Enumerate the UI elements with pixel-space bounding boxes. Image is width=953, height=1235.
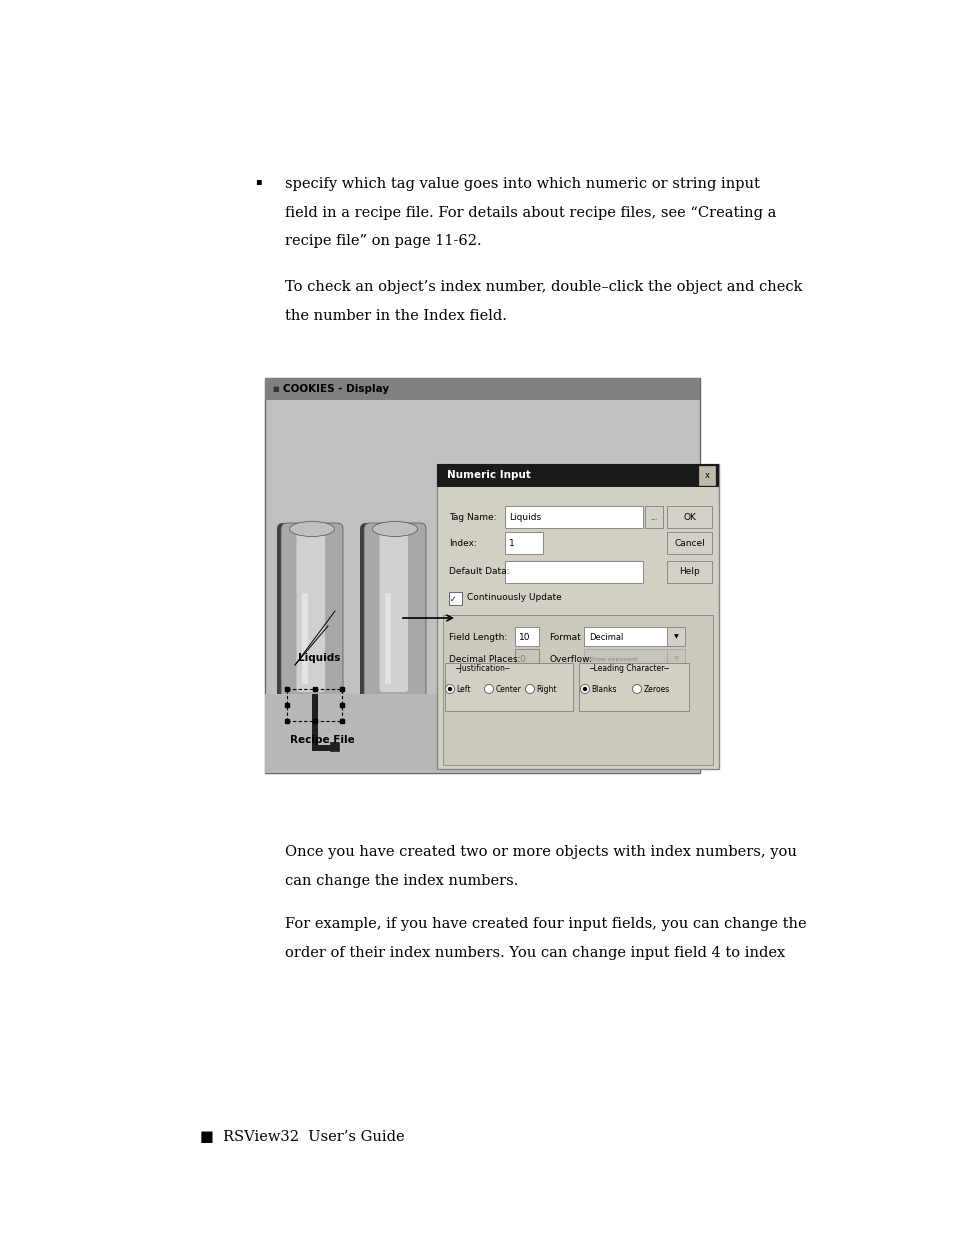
- Text: ─Leading Character─: ─Leading Character─: [588, 663, 668, 673]
- Text: OK: OK: [682, 513, 695, 521]
- Text: Overflow:: Overflow:: [548, 655, 591, 663]
- FancyBboxPatch shape: [359, 522, 426, 704]
- Text: Cancel: Cancel: [674, 538, 704, 547]
- Bar: [537, 593, 543, 684]
- Text: ─Justification─: ─Justification─: [455, 663, 509, 673]
- Bar: [583, 627, 668, 646]
- Text: Index:: Index:: [449, 538, 476, 547]
- Text: Default Data:: Default Data:: [449, 568, 509, 577]
- FancyBboxPatch shape: [578, 663, 688, 711]
- FancyBboxPatch shape: [456, 531, 484, 692]
- FancyBboxPatch shape: [513, 522, 578, 704]
- Ellipse shape: [582, 687, 587, 692]
- FancyBboxPatch shape: [440, 522, 502, 700]
- FancyBboxPatch shape: [276, 522, 343, 704]
- Text: Blanks: Blanks: [591, 684, 617, 694]
- Bar: [265, 378, 700, 773]
- Bar: [666, 532, 711, 555]
- Ellipse shape: [449, 521, 494, 536]
- FancyBboxPatch shape: [517, 522, 578, 700]
- Text: Tag Name:: Tag Name:: [449, 513, 496, 521]
- Text: recipe file” on page 11-62.: recipe file” on page 11-62.: [285, 233, 481, 248]
- FancyBboxPatch shape: [281, 522, 343, 700]
- FancyBboxPatch shape: [296, 531, 325, 692]
- Text: ■: ■: [272, 387, 278, 391]
- Text: Right: Right: [536, 684, 557, 694]
- Text: Recipe File: Recipe File: [290, 735, 355, 745]
- Bar: [442, 615, 712, 764]
- Text: Show exponent: Show exponent: [588, 657, 637, 662]
- Ellipse shape: [525, 521, 570, 536]
- Text: ■  RSView32  User’s Guide: ■ RSView32 User’s Guide: [200, 1130, 404, 1144]
- Text: ...: ...: [650, 513, 657, 521]
- Bar: [461, 593, 468, 684]
- Text: 10: 10: [518, 632, 530, 641]
- Text: Continuously Update: Continuously Update: [467, 593, 561, 601]
- Bar: [265, 694, 700, 773]
- Ellipse shape: [525, 684, 534, 694]
- Text: Zeroes: Zeroes: [643, 684, 669, 694]
- Bar: [504, 561, 642, 583]
- Text: Format: Format: [548, 632, 580, 641]
- Bar: [436, 464, 719, 487]
- Text: For example, if you have created four input fields, you can change the: For example, if you have created four in…: [285, 918, 806, 931]
- Bar: [515, 627, 538, 646]
- Bar: [666, 561, 711, 583]
- Text: x: x: [703, 471, 709, 480]
- Bar: [385, 593, 391, 684]
- Bar: [330, 742, 338, 751]
- Ellipse shape: [447, 687, 452, 692]
- Text: Center: Center: [495, 684, 520, 694]
- Bar: [699, 466, 714, 485]
- Text: Numeric Input: Numeric Input: [447, 471, 530, 480]
- Text: 0: 0: [518, 655, 524, 663]
- Text: ▪: ▪: [254, 177, 261, 186]
- Bar: [302, 593, 308, 684]
- Bar: [312, 745, 336, 751]
- Ellipse shape: [372, 521, 417, 536]
- FancyBboxPatch shape: [436, 522, 502, 704]
- Bar: [666, 627, 684, 646]
- Text: order of their index numbers. You can change input field 4 to index: order of their index numbers. You can ch…: [285, 946, 784, 960]
- Text: Liquids: Liquids: [297, 653, 340, 663]
- Bar: [504, 506, 642, 529]
- Bar: [449, 592, 461, 605]
- FancyBboxPatch shape: [364, 522, 426, 700]
- Text: Field Length:: Field Length:: [449, 632, 507, 641]
- Text: ✓: ✓: [450, 594, 456, 604]
- Text: ▼: ▼: [673, 657, 678, 662]
- Bar: [666, 506, 711, 529]
- Ellipse shape: [445, 684, 454, 694]
- Text: Left: Left: [456, 684, 471, 694]
- Text: the number in the Index field.: the number in the Index field.: [285, 309, 506, 322]
- Text: specify which tag value goes into which numeric or string input: specify which tag value goes into which …: [285, 177, 760, 191]
- Text: Once you have created two or more objects with index numbers, you: Once you have created two or more object…: [285, 845, 796, 860]
- Bar: [583, 650, 668, 668]
- Text: ▼: ▼: [673, 635, 678, 640]
- Bar: [666, 650, 684, 668]
- Text: Liquids: Liquids: [509, 513, 540, 521]
- Ellipse shape: [632, 684, 640, 694]
- Bar: [644, 506, 662, 529]
- Bar: [504, 532, 542, 555]
- Text: can change the index numbers.: can change the index numbers.: [285, 873, 517, 888]
- Ellipse shape: [289, 521, 335, 536]
- Bar: [515, 650, 538, 668]
- Bar: [312, 694, 317, 751]
- Bar: [265, 378, 700, 400]
- FancyBboxPatch shape: [379, 531, 408, 692]
- Ellipse shape: [484, 684, 493, 694]
- Text: COOKIES - Display: COOKIES - Display: [283, 384, 389, 394]
- FancyBboxPatch shape: [444, 663, 573, 711]
- Ellipse shape: [579, 684, 589, 694]
- FancyBboxPatch shape: [532, 531, 560, 692]
- Text: Decimal Places:: Decimal Places:: [449, 655, 520, 663]
- Text: field in a recipe file. For details about recipe files, see “Creating a: field in a recipe file. For details abou…: [285, 205, 776, 220]
- Bar: [436, 464, 719, 769]
- Text: Decimal: Decimal: [588, 632, 622, 641]
- Text: Help: Help: [679, 568, 700, 577]
- Text: 1: 1: [509, 538, 515, 547]
- Text: To check an object’s index number, double–click the object and check: To check an object’s index number, doubl…: [285, 280, 801, 294]
